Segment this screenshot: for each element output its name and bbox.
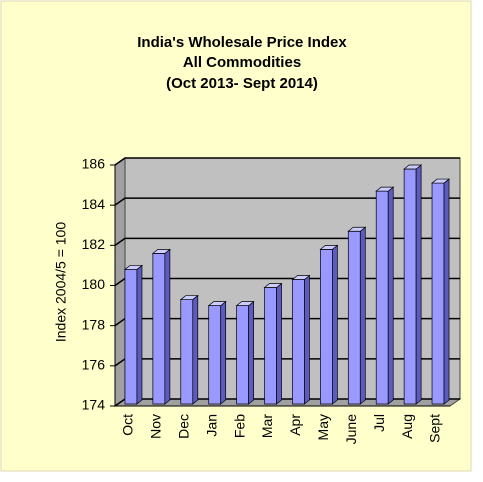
bar [375, 186, 395, 405]
grid-line [114, 157, 460, 166]
x-tick-label: June [343, 414, 359, 445]
bar [403, 164, 423, 405]
bar [319, 244, 339, 405]
y-tick-label: 174 [82, 397, 106, 413]
y-tick-label: 186 [82, 156, 106, 172]
y-tick-label: 180 [82, 276, 106, 292]
y-tick-label: 176 [82, 357, 106, 373]
bar [431, 178, 451, 405]
x-tick-label: Aug [399, 414, 415, 439]
bar [235, 300, 255, 405]
x-tick-label: Apr [287, 414, 303, 436]
y-tick-label: 182 [82, 236, 106, 252]
y-tick-label: 178 [82, 316, 106, 332]
chart-title: India's Wholesale Price Index [137, 34, 347, 51]
x-tick-label: May [315, 414, 331, 440]
bar [123, 264, 143, 405]
bar [179, 294, 199, 405]
bar [263, 282, 283, 405]
x-tick-label: Nov [148, 414, 164, 439]
bar [347, 226, 367, 405]
bar [207, 300, 227, 405]
y-axis-label: Index 2004/5 = 100 [53, 222, 69, 342]
x-tick-label: Sept [427, 414, 443, 443]
x-tick-label: Oct [120, 414, 136, 436]
chart-title: (Oct 2013- Sept 2014) [166, 75, 318, 92]
x-tick-label: Mar [259, 414, 275, 438]
bar [151, 248, 171, 405]
grid-line [114, 197, 460, 206]
x-tick-label: Jul [371, 414, 387, 432]
y-tick-label: 184 [82, 196, 106, 212]
bar [291, 274, 311, 405]
x-tick-label: Jan [203, 414, 219, 437]
x-tick-label: Dec [175, 414, 191, 439]
chart-title: All Commodities [183, 54, 301, 71]
x-tick-label: Feb [231, 414, 247, 438]
